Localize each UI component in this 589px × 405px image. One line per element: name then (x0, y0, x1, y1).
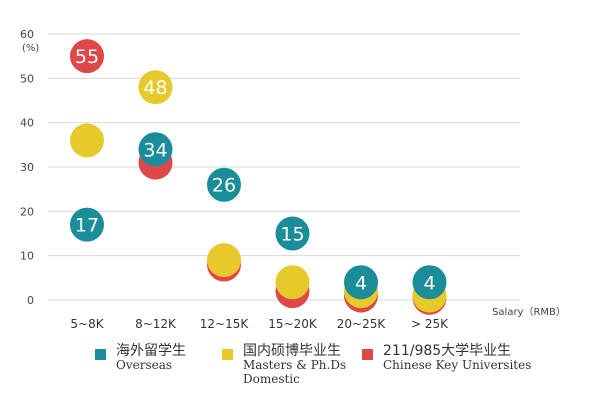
legend-item-masters: 国内硕博毕业生 Masters & Ph.Ds Domestic (222, 343, 346, 387)
bubble-masters (70, 123, 104, 158)
y-tick-label: 40 (20, 117, 34, 130)
legend-label-key-universities-cn: 211/985大学毕业生 (383, 343, 512, 359)
legend-label-masters-cn: 国内硕博毕业生 (243, 343, 341, 359)
y-tick-label: 30 (20, 161, 34, 174)
data-label-overseas: 4 (423, 272, 435, 294)
bubble-masters (207, 243, 241, 278)
legend-swatch-overseas (95, 349, 106, 360)
x-tick-label: 15~20K (268, 317, 318, 331)
y-axis-label: (%) (22, 43, 39, 54)
bubble-key211 (70, 39, 104, 74)
y-tick-label: 20 (20, 205, 34, 218)
x-tick-label: 20~25K (337, 317, 387, 331)
y-tick-label: 10 (20, 250, 34, 263)
legend-label-key-universities-en: Chinese Key Universites (383, 358, 532, 373)
legend-label-masters-en2: Domestic (243, 371, 300, 386)
y-tick-label: 50 (20, 72, 34, 85)
bubble-masters (275, 265, 310, 300)
x-axis-label: Salary（RMB） (492, 306, 566, 318)
legend-label-masters-en: Masters & Ph.Ds (243, 358, 347, 373)
data-label-key211: 55 (75, 46, 99, 68)
bubble-masters (138, 70, 173, 105)
x-tick-label: 5~8K (70, 317, 104, 331)
data-label-overseas: 26 (212, 175, 236, 197)
bubble-overseas (344, 265, 378, 300)
legend-item-key-universities: 211/985大学毕业生 Chinese Key Universites (362, 343, 531, 373)
data-label-overseas: 17 (75, 215, 99, 237)
data-label-overseas: 34 (143, 139, 167, 161)
bubble-overseas (275, 216, 310, 251)
bubble-overseas (138, 132, 173, 167)
bubble-overseas (412, 265, 447, 300)
x-tick-label: 12~15K (200, 317, 250, 331)
legend-swatch-masters (222, 349, 233, 360)
legend-swatch-key-universities (362, 349, 373, 360)
y-tick-label: 60 (20, 28, 34, 41)
x-tick-label: 8~12K (135, 317, 177, 331)
legend-label-overseas-en: Overseas (116, 358, 173, 373)
bubble-chart: 0 10 20 30 40 50 60 (%) 5~8K 8~12K 12~15K 15~20K 20~… (20, 28, 566, 331)
legend-item-overseas: 海外留学生 Overseas (95, 343, 186, 373)
legend-label-overseas-cn: 海外留学生 (116, 343, 186, 359)
data-label-masters: 48 (143, 77, 167, 99)
legend: 海外留学生 Overseas 国内硕博毕业生 Masters & Ph.Ds D… (0, 343, 589, 403)
bubble-overseas (70, 207, 104, 242)
y-tick-label: 0 (27, 294, 34, 307)
x-tick-label: > 25K (411, 317, 449, 331)
data-label-overseas: 15 (280, 224, 304, 246)
data-label-overseas: 4 (355, 272, 367, 294)
bubble-overseas (207, 167, 241, 202)
